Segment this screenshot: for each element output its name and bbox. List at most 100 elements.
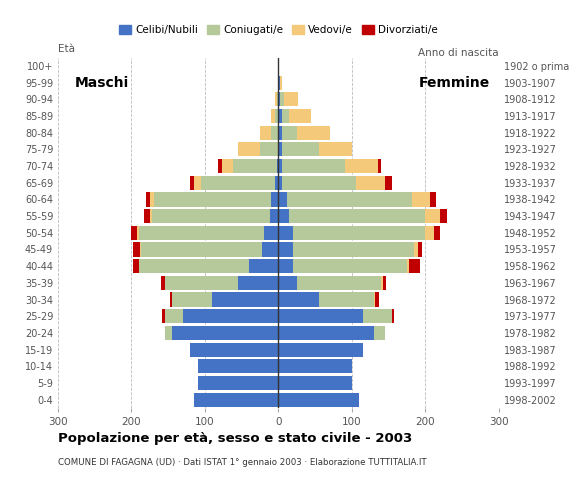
Bar [260, 142, 278, 156]
Bar [381, 276, 383, 290]
Bar [282, 126, 297, 140]
Bar [198, 376, 278, 390]
Bar [262, 242, 278, 257]
Bar [271, 109, 275, 123]
Bar [276, 92, 277, 107]
Text: Popolazione per età, sesso e stato civile - 2003: Popolazione per età, sesso e stato civil… [58, 432, 412, 445]
Bar [233, 159, 277, 173]
Bar [282, 176, 356, 190]
Bar [374, 326, 385, 340]
Bar [297, 276, 381, 290]
Bar [293, 242, 414, 257]
Bar [154, 192, 271, 206]
Bar [278, 192, 287, 206]
Bar [440, 209, 447, 223]
Bar [374, 292, 375, 307]
Bar [190, 176, 194, 190]
Bar [137, 226, 139, 240]
Bar [425, 226, 434, 240]
Text: Età: Età [58, 44, 75, 54]
Bar [201, 176, 275, 190]
Bar [392, 309, 394, 324]
Bar [278, 326, 374, 340]
Bar [345, 159, 378, 173]
Bar [146, 192, 150, 206]
Bar [144, 209, 150, 223]
Bar [278, 159, 282, 173]
Bar [378, 159, 381, 173]
Bar [270, 209, 278, 223]
Bar [165, 276, 238, 290]
Bar [278, 376, 352, 390]
Bar [139, 259, 249, 273]
Bar [383, 276, 386, 290]
Bar [194, 176, 201, 190]
Bar [289, 209, 425, 223]
Bar [284, 92, 298, 107]
Bar [278, 242, 293, 257]
Bar [278, 209, 289, 223]
Bar [212, 292, 278, 307]
Bar [275, 176, 278, 190]
Bar [165, 326, 172, 340]
Bar [430, 192, 436, 206]
Bar [271, 126, 278, 140]
Bar [278, 393, 359, 407]
Bar [161, 276, 165, 290]
Bar [170, 292, 172, 307]
Bar [278, 142, 282, 156]
Bar [162, 309, 165, 324]
Bar [271, 192, 278, 206]
Text: Femmine: Femmine [419, 76, 490, 90]
Bar [172, 292, 212, 307]
Bar [356, 176, 385, 190]
Bar [282, 142, 319, 156]
Bar [198, 359, 278, 373]
Bar [375, 292, 379, 307]
Bar [282, 159, 345, 173]
Bar [222, 159, 233, 173]
Bar [150, 192, 154, 206]
Legend: Celibi/Nubili, Coniugati/e, Vedovi/e, Divorziati/e: Celibi/Nubili, Coniugati/e, Vedovi/e, Di… [115, 21, 442, 39]
Bar [140, 242, 141, 257]
Bar [363, 309, 392, 324]
Bar [278, 359, 352, 373]
Text: Anno di nascita: Anno di nascita [418, 48, 499, 58]
Bar [280, 92, 284, 107]
Bar [141, 242, 262, 257]
Bar [293, 226, 425, 240]
Bar [412, 192, 430, 206]
Bar [277, 92, 278, 107]
Bar [278, 75, 280, 90]
Bar [260, 126, 271, 140]
Bar [297, 126, 330, 140]
Bar [277, 159, 278, 173]
Bar [238, 276, 278, 290]
Bar [278, 343, 363, 357]
Bar [238, 142, 260, 156]
Bar [150, 209, 152, 223]
Bar [183, 309, 278, 324]
Bar [319, 142, 352, 156]
Bar [287, 192, 412, 206]
Bar [293, 259, 407, 273]
Bar [278, 92, 280, 107]
Bar [278, 109, 282, 123]
Bar [275, 109, 278, 123]
Bar [414, 242, 418, 257]
Bar [434, 226, 440, 240]
Bar [278, 226, 293, 240]
Bar [280, 75, 282, 90]
Bar [282, 109, 289, 123]
Bar [133, 259, 139, 273]
Bar [278, 309, 363, 324]
Bar [425, 209, 440, 223]
Bar [249, 259, 278, 273]
Bar [278, 259, 293, 273]
Bar [278, 292, 319, 307]
Bar [194, 393, 278, 407]
Text: COMUNE DI FAGAGNA (UD) · Dati ISTAT 1° gennaio 2003 · Elaborazione TUTTITALIA.IT: COMUNE DI FAGAGNA (UD) · Dati ISTAT 1° g… [58, 458, 427, 468]
Bar [289, 109, 311, 123]
Bar [278, 126, 282, 140]
Bar [172, 326, 278, 340]
